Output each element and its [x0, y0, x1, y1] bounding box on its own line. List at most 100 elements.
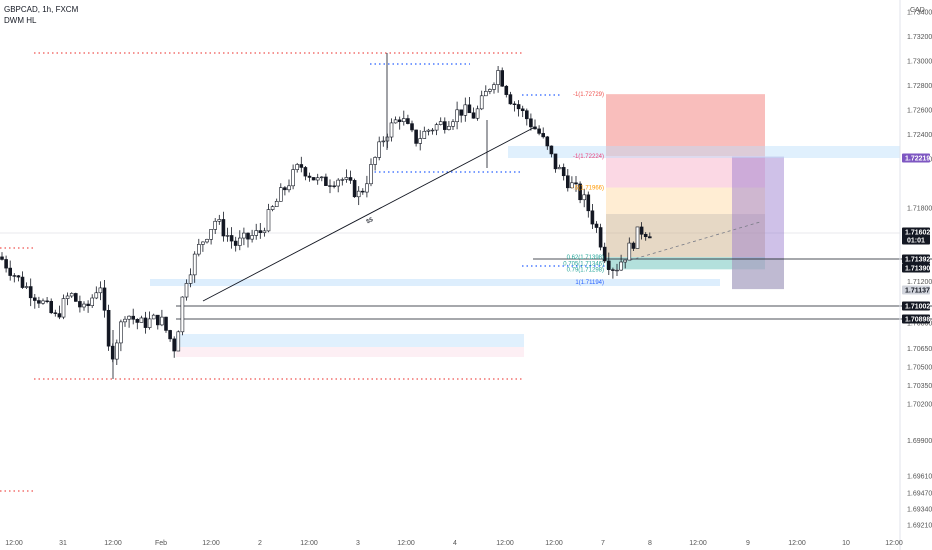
candle — [319, 176, 324, 182]
candle-body — [598, 227, 603, 248]
candle-body — [12, 275, 17, 277]
candle — [414, 129, 418, 147]
symbol-title[interactable]: GBPCAD, 1h, FXCM — [4, 5, 79, 14]
y-tick-label: 1.69340 — [907, 507, 932, 514]
candle-body — [488, 89, 492, 92]
candle-body — [0, 256, 4, 260]
candle-body — [250, 235, 254, 240]
candle — [274, 198, 279, 207]
candle — [127, 315, 131, 328]
candle — [483, 85, 488, 97]
candle — [37, 296, 41, 308]
candle-body — [324, 176, 328, 186]
candle-body — [86, 303, 90, 307]
candle — [647, 232, 652, 239]
candle — [143, 311, 148, 334]
fib-labels-layer: -1(1.72729) -1(1.72224) -.5(1.71966) 0.62(1… — [563, 92, 604, 286]
candle — [602, 242, 607, 264]
trend-line — [202, 126, 536, 302]
candle-body — [106, 309, 111, 347]
candle — [250, 229, 254, 243]
candle-body — [291, 169, 295, 187]
price-tag: 1.71137 — [902, 285, 930, 295]
candle — [184, 279, 189, 301]
y-tick-label: 1.71800 — [907, 205, 932, 212]
candle — [254, 223, 258, 240]
x-tick-label: 12:00 — [202, 540, 220, 547]
candle — [102, 279, 107, 318]
indicator-label[interactable]: DWM HL — [4, 16, 37, 25]
candle — [324, 173, 328, 186]
candle-body — [344, 177, 349, 180]
candle-body — [197, 244, 201, 255]
candle-body — [356, 190, 361, 198]
candle — [340, 177, 345, 186]
candle — [369, 158, 373, 187]
fib-label: -.5(1.71966) — [571, 186, 604, 192]
candle-body — [192, 253, 197, 276]
fib-label: 0.705(1.71346) — [563, 261, 604, 267]
candle — [516, 100, 521, 117]
candle-body — [217, 219, 222, 222]
candle-body — [90, 297, 94, 307]
candle-body — [20, 276, 25, 288]
candle — [156, 314, 160, 330]
candle — [299, 156, 304, 173]
x-tick-label: 12:00 — [397, 540, 415, 547]
candle — [356, 186, 361, 206]
candle — [229, 227, 234, 249]
candle-body — [447, 125, 451, 130]
candle-body — [438, 121, 443, 125]
x-tick-label: 8 — [648, 540, 652, 547]
candle-body — [147, 318, 152, 328]
price-tag-bg — [902, 285, 930, 295]
candle — [479, 90, 484, 111]
candle-body — [406, 118, 410, 124]
candle-body — [582, 194, 587, 201]
candle — [94, 286, 99, 300]
price-tag-label: 1.71392 — [905, 257, 930, 264]
price-tag: 1.71002 — [902, 301, 930, 311]
price-tag-bg — [902, 254, 930, 264]
price-tag-bg — [902, 314, 930, 324]
candle-body — [115, 342, 119, 360]
candle-body — [180, 296, 185, 333]
candle-body — [561, 167, 566, 177]
candle — [8, 260, 12, 281]
candle-body — [246, 232, 250, 240]
candle-body — [205, 239, 209, 243]
candle — [557, 164, 562, 170]
candle — [545, 135, 550, 150]
candle-body — [352, 180, 357, 198]
candle-body — [74, 293, 78, 302]
candle — [541, 127, 546, 139]
candle — [434, 122, 439, 136]
candle — [139, 315, 144, 323]
candle-body — [32, 297, 37, 301]
time-axis[interactable]: 12:00 31 12:00 Feb 12:00 2 12:00 3 12:00 4 12:00 12… — [5, 540, 903, 547]
candle-body — [221, 219, 226, 237]
candle-body — [410, 123, 414, 131]
candle-body — [135, 318, 140, 323]
candle-body — [16, 275, 21, 278]
candle — [201, 241, 205, 252]
candle-body — [258, 230, 263, 233]
candle-body — [238, 237, 242, 246]
price-tag: 1.71392 — [902, 254, 930, 264]
candle — [426, 128, 431, 136]
candle — [28, 278, 33, 307]
candle — [20, 271, 25, 289]
candle — [627, 237, 632, 261]
fib-label: -1(1.72729) — [573, 92, 604, 98]
candle-body — [311, 177, 316, 181]
candle — [61, 294, 66, 320]
candle-body — [570, 182, 574, 189]
candle-body — [639, 226, 644, 235]
candle-body — [500, 70, 505, 87]
candle — [197, 238, 201, 257]
x-tick-label: 3 — [356, 540, 360, 547]
candle-body — [586, 194, 591, 212]
candle — [438, 117, 443, 126]
candle-body — [287, 185, 291, 191]
